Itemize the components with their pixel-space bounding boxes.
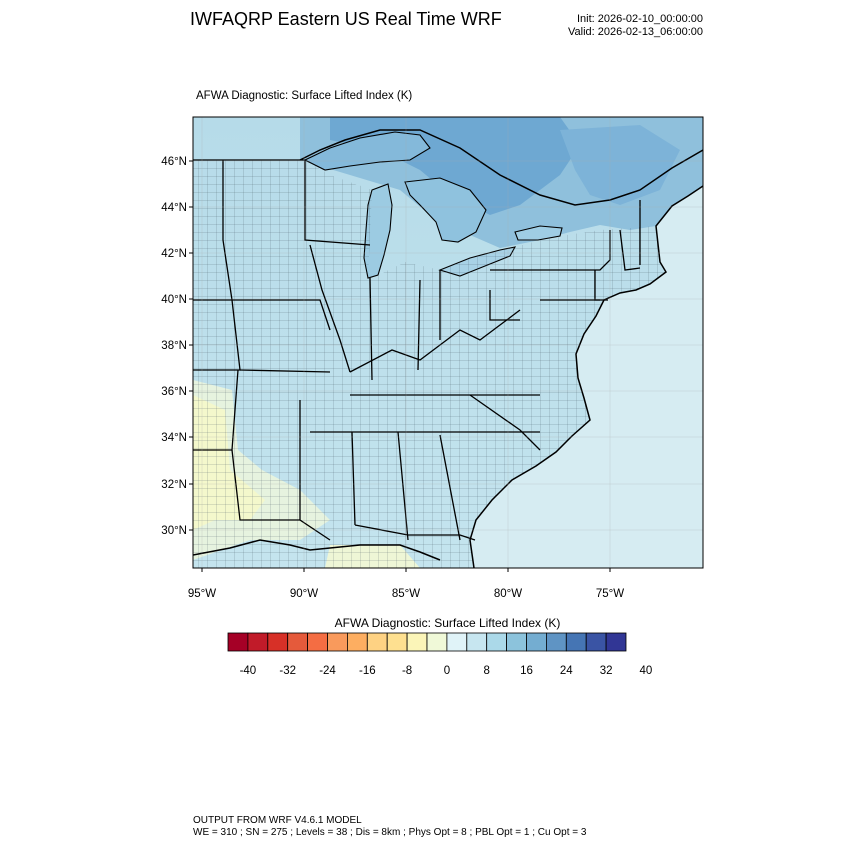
state-boundaries [193, 159, 641, 541]
colorbar-swatch [287, 632, 309, 652]
colorbar-title: AFWA Diagnostic: Surface Lifted Index (K… [334, 616, 561, 630]
colorbar-swatch [526, 632, 547, 652]
longitude-axis: 95°W 90°W 85°W 80°W 75°W [188, 568, 624, 600]
colorbar-swatch [466, 632, 488, 652]
lat-label: 40°N [161, 294, 187, 306]
model-version: OUTPUT FROM WRF V4.6.1 MODEL [193, 815, 362, 826]
colorbar-swatch [605, 632, 627, 652]
colorbar-swatch [307, 632, 328, 652]
lat-label: 38°N [161, 340, 187, 352]
colorbar-swatch [386, 632, 408, 652]
colorbar-swatch [446, 632, 468, 652]
map-area [193, 117, 703, 568]
lon-label: 95°W [188, 588, 216, 600]
lake-huron [404, 177, 487, 243]
colorbar-label: 40 [640, 665, 653, 677]
lon-label: 75°W [596, 588, 624, 600]
colorbar-label: -8 [402, 665, 412, 677]
colorbar-labels: -40 -32 -24 -16 -8 0 8 16 24 32 40 [240, 665, 653, 677]
plot-title: AFWA Diagnostic: Surface Lifted Index (K… [196, 90, 413, 102]
colorbar-swatch [267, 632, 289, 652]
colorbar-swatch [406, 632, 428, 652]
colorbar-swatch [486, 632, 508, 652]
map-frame [192, 116, 704, 569]
lat-label: 46°N [161, 156, 187, 168]
lake-superior [303, 131, 431, 171]
lat-label: 32°N [161, 479, 187, 491]
colorbar [227, 632, 627, 652]
page-title: IWFAQRP Eastern US Real Time WRF [190, 9, 502, 29]
colorbar-swatch [585, 632, 607, 652]
lat-label: 36°N [161, 386, 187, 398]
colorbar-swatch [247, 632, 269, 652]
lat-label: 44°N [161, 202, 187, 214]
colorbar-swatch [366, 632, 388, 652]
colorbar-swatch [346, 632, 368, 652]
colorbar-label: 24 [560, 665, 573, 677]
graticule [193, 117, 703, 568]
cold-core-east [560, 125, 680, 205]
colorbar-swatch [546, 632, 567, 652]
lat-label: 30°N [161, 525, 187, 537]
model-config: WE = 310 ; SN = 275 ; Levels = 38 ; Dis … [193, 827, 587, 838]
latitude-axis: 46°N 44°N 42°N 40°N 38°N 36°N 34°N 32°N … [161, 156, 193, 537]
colorbar-label: 0 [444, 665, 450, 677]
colorbar-label: -32 [279, 665, 296, 677]
colorbar-label: -40 [240, 665, 257, 677]
lat-label: 42°N [161, 248, 187, 260]
colorbar-swatch [565, 632, 587, 652]
colorbar-swatch [506, 632, 527, 652]
lat-label: 34°N [161, 432, 187, 444]
coastline [193, 129, 703, 568]
valid-time: Valid: 2026-02-13_06:00:00 [568, 26, 703, 38]
lon-label: 80°W [494, 588, 522, 600]
colorbar-swatch [227, 632, 249, 652]
colorbar-label: -24 [319, 665, 336, 677]
colorbar-label: -16 [359, 665, 376, 677]
colorbar-label: 32 [600, 665, 613, 677]
lon-label: 90°W [290, 588, 318, 600]
colorbar-label: 16 [520, 665, 533, 677]
colorbar-swatch [426, 632, 448, 652]
init-time: Init: 2026-02-10_00:00:00 [577, 13, 703, 25]
colorbar-swatch [327, 632, 348, 652]
colorbar-label: 8 [483, 665, 489, 677]
county-lines [193, 160, 666, 568]
lon-label: 85°W [392, 588, 420, 600]
model-info: OUTPUT FROM WRF V4.6.1 MODEL WE = 310 ; … [193, 815, 586, 839]
run-times: Init: 2026-02-10_00:00:00 Valid: 2026-02… [520, 13, 703, 39]
